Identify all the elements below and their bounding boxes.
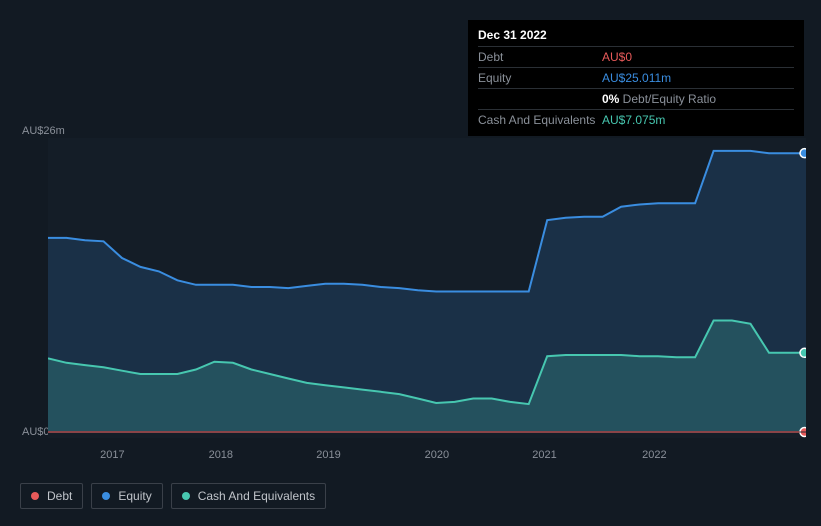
tooltip-row-cash: Cash And Equivalents AU$7.075m: [478, 109, 794, 130]
tooltip-label: Debt: [478, 50, 602, 64]
x-axis-label: 2017: [100, 449, 124, 461]
legend-label: Debt: [47, 489, 72, 503]
tooltip-value: AU$7.075m: [602, 113, 794, 127]
tooltip-label: Cash And Equivalents: [478, 113, 602, 127]
x-axis-label: 2022: [642, 449, 666, 461]
legend-label: Equity: [118, 489, 151, 503]
tooltip-date: Dec 31 2022: [478, 26, 794, 46]
tooltip-row-equity: Equity AU$25.011m: [478, 67, 794, 88]
x-axis-label: 2019: [316, 449, 340, 461]
legend-dot-icon: [182, 492, 190, 500]
y-axis-min-label: AU$0: [22, 426, 50, 438]
tooltip-value: AU$25.011m: [602, 71, 794, 85]
data-tooltip: Dec 31 2022 Debt AU$0 Equity AU$25.011m …: [468, 20, 804, 136]
legend-label: Cash And Equivalents: [198, 489, 315, 503]
x-axis-labels: 2017 2018 2019 2020 2021 2022: [48, 449, 806, 467]
legend-dot-icon: [102, 492, 110, 500]
chart-legend: Debt Equity Cash And Equivalents: [20, 483, 326, 509]
legend-item-cash[interactable]: Cash And Equivalents: [171, 483, 326, 509]
tooltip-ratio: 0% Debt/Equity Ratio: [602, 92, 794, 106]
y-axis-max-label: AU$26m: [22, 125, 65, 137]
financial-area-chart[interactable]: [48, 138, 806, 438]
legend-dot-icon: [31, 492, 39, 500]
x-axis-label: 2018: [209, 449, 233, 461]
tooltip-row-ratio: 0% Debt/Equity Ratio: [478, 88, 794, 109]
x-axis-label: 2020: [425, 449, 449, 461]
ratio-label: Debt/Equity Ratio: [619, 92, 716, 106]
tooltip-label: [478, 92, 602, 106]
legend-item-equity[interactable]: Equity: [91, 483, 162, 509]
legend-item-debt[interactable]: Debt: [20, 483, 83, 509]
x-axis-label: 2021: [532, 449, 556, 461]
ratio-value: 0%: [602, 92, 619, 106]
tooltip-label: Equity: [478, 71, 602, 85]
tooltip-value: AU$0: [602, 50, 794, 64]
tooltip-row-debt: Debt AU$0: [478, 46, 794, 67]
